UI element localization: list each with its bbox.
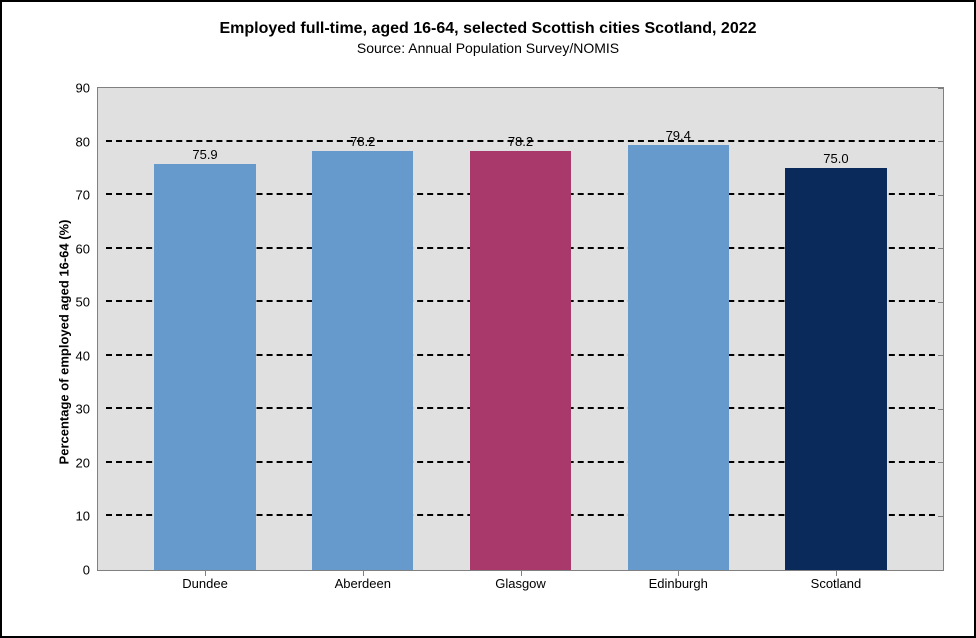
- y-tick-mark: [938, 88, 944, 89]
- x-tick-label: Aberdeen: [335, 570, 391, 591]
- y-tick-label: 50: [76, 295, 98, 310]
- bar: 75.9: [154, 164, 255, 570]
- y-tick-label: 10: [76, 509, 98, 524]
- y-tick-mark: [938, 570, 944, 571]
- y-tick-label: 20: [76, 455, 98, 470]
- y-tick-mark: [938, 302, 944, 303]
- y-tick-label: 40: [76, 348, 98, 363]
- bar-value-label: 75.0: [823, 151, 848, 166]
- bar-value-label: 78.2: [350, 134, 375, 149]
- chart-container: Employed full-time, aged 16-64, selected…: [0, 0, 976, 638]
- y-tick-mark: [938, 355, 944, 356]
- bar: 78.2: [470, 151, 571, 570]
- x-tick-label: Dundee: [182, 570, 228, 591]
- bar: 75.0: [785, 168, 886, 570]
- bar-value-label: 79.4: [666, 128, 691, 143]
- y-tick-label: 60: [76, 241, 98, 256]
- y-tick-label: 0: [83, 563, 98, 578]
- bar-value-label: 75.9: [192, 147, 217, 162]
- chart-subtitle: Source: Annual Population Survey/NOMIS: [2, 40, 974, 56]
- plot-outer: Percentage of employed aged 16-64 (%) 01…: [52, 87, 954, 596]
- y-tick-label: 30: [76, 402, 98, 417]
- y-tick-mark: [938, 516, 944, 517]
- y-tick-label: 90: [76, 81, 98, 96]
- x-tick-label: Glasgow: [495, 570, 546, 591]
- y-axis-label: Percentage of employed aged 16-64 (%): [57, 219, 72, 464]
- plot-area: 010203040506070809075.9Dundee78.2Aberdee…: [97, 87, 944, 571]
- y-tick-label: 80: [76, 134, 98, 149]
- bar: 78.2: [312, 151, 413, 570]
- y-tick-label: 70: [76, 188, 98, 203]
- y-tick-mark: [938, 409, 944, 410]
- chart-title: Employed full-time, aged 16-64, selected…: [2, 20, 974, 38]
- y-tick-mark: [938, 248, 944, 249]
- x-tick-label: Scotland: [811, 570, 862, 591]
- title-block: Employed full-time, aged 16-64, selected…: [2, 2, 974, 56]
- bar-value-label: 78.2: [508, 134, 533, 149]
- y-tick-mark: [938, 141, 944, 142]
- y-tick-mark: [938, 462, 944, 463]
- x-tick-label: Edinburgh: [649, 570, 708, 591]
- bar: 79.4: [628, 145, 729, 570]
- y-tick-mark: [938, 195, 944, 196]
